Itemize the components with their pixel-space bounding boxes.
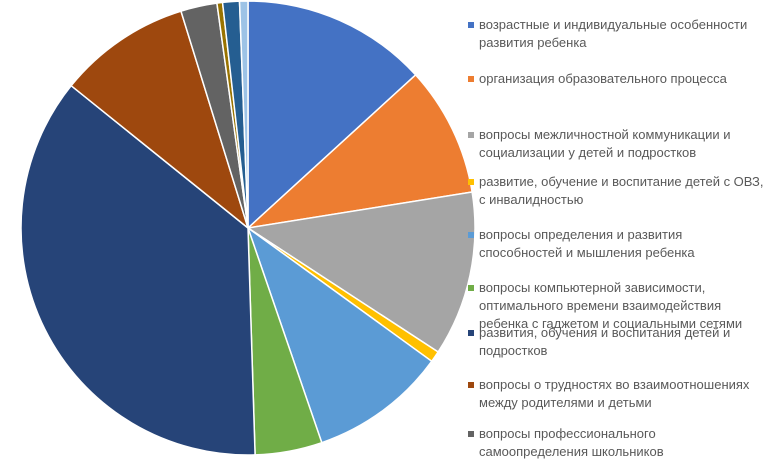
pie-slice-2: [245, 191, 476, 354]
legend-swatch: [468, 232, 474, 238]
legend-label: развития, обучения и воспитания детей и …: [479, 325, 731, 358]
legend-label: вопросы о трудностях во взаимоотношениях…: [479, 377, 750, 410]
legend-item-3: развитие, обучение и воспитание детей с …: [468, 173, 768, 209]
legend-swatch: [468, 76, 474, 82]
legend-swatch: [468, 22, 474, 28]
pie-slice-4: [246, 225, 433, 444]
legend-swatch: [468, 330, 474, 336]
legend-swatch: [468, 382, 474, 388]
legend-item-8: вопросы профессионального самоопределени…: [468, 425, 768, 461]
pie-slice-11: [238, 0, 249, 229]
legend-swatch: [468, 179, 474, 185]
legend-label: организация образовательного процесса: [479, 71, 727, 86]
pie-slice-0: [247, 0, 417, 230]
legend-swatch: [468, 431, 474, 437]
legend-item-0: возрастные и индивидуальные особенности …: [468, 16, 768, 52]
legend-label: возрастные и индивидуальные особенности …: [479, 17, 748, 50]
legend-item-2: вопросы межличностной коммуникации и соц…: [468, 126, 768, 162]
legend-item-6: развития, обучения и воспитания детей и …: [468, 324, 768, 360]
legend-label: вопросы межличностной коммуникации и соц…: [479, 127, 731, 160]
legend-label: вопросы компьютерной зависимости, оптима…: [479, 280, 743, 331]
legend-label: развитие, обучение и воспитание детей с …: [479, 174, 764, 207]
legend-item-7: вопросы о трудностях во взаимоотношениях…: [468, 376, 768, 412]
legend-item-4: вопросы определения и развития способнос…: [468, 226, 768, 262]
pie-slice-1: [245, 73, 473, 230]
legend-label: вопросы определения и развития способнос…: [479, 227, 695, 260]
pie-slice-6: [20, 84, 256, 456]
legend-label: вопросы профессионального самоопределени…: [479, 426, 664, 459]
legend-item-1: организация образовательного процесса: [468, 70, 768, 88]
pie-slice-7: [70, 10, 250, 231]
chart-legend: возрастные и индивидуальные особенности …: [468, 16, 768, 472]
legend-item-5: вопросы компьютерной зависимости, оптима…: [468, 279, 768, 333]
legend-swatch: [468, 285, 474, 291]
legend-swatch: [468, 132, 474, 138]
